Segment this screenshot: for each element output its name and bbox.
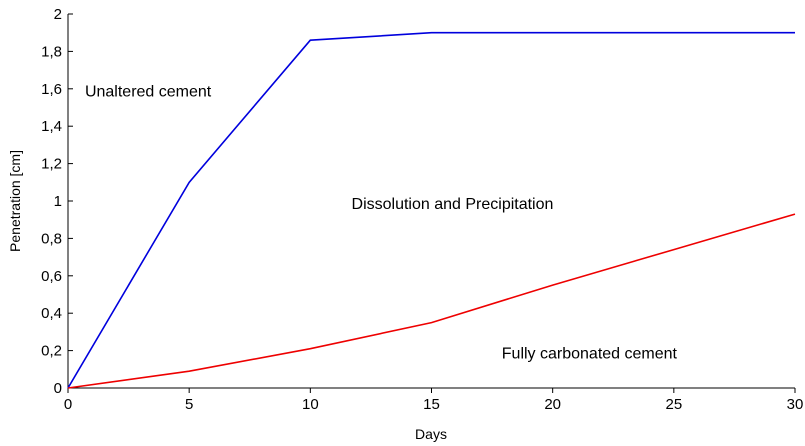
y-axis-label: Penetration [cm] xyxy=(7,150,23,252)
y-tick-label: 0,2 xyxy=(41,343,62,360)
y-tick-label: 0,6 xyxy=(41,268,62,285)
y-tick-label: 0,8 xyxy=(41,230,62,247)
annotation-label: Unaltered cement xyxy=(85,84,212,101)
x-tick-label: 0 xyxy=(64,396,72,413)
x-axis-ticks: 0 5 10 15 20 25 30 xyxy=(64,388,804,413)
y-tick-label: 2 xyxy=(54,6,62,23)
annotation-label: Dissolution and Precipitation xyxy=(352,196,554,213)
y-tick-label: 0 xyxy=(54,380,62,397)
x-tick-label: 10 xyxy=(302,396,319,413)
annotation-label: Fully carbonated cement xyxy=(502,345,678,362)
x-tick-label: 30 xyxy=(787,396,804,413)
x-axis-label: Days xyxy=(415,426,447,442)
y-tick-label: 1,6 xyxy=(41,81,62,98)
y-tick-label: 1,2 xyxy=(41,156,62,173)
series-layer xyxy=(67,31,796,389)
x-tick-label: 5 xyxy=(185,396,193,413)
y-axis-ticks: 0 0,2 0,4 0,6 0,8 1 1,2 1,4 1,6 1,8 2 xyxy=(41,6,73,397)
y-tick-label: 1,8 xyxy=(41,43,62,60)
x-tick-label: 25 xyxy=(665,396,682,413)
y-tick-label: 1 xyxy=(54,193,62,210)
x-tick-label: 20 xyxy=(544,396,561,413)
y-tick-label: 0,4 xyxy=(41,305,62,322)
annotation-layer: Unaltered cement Dissolution and Precipit… xyxy=(85,84,678,363)
series-line-1 xyxy=(67,31,795,389)
x-tick-label: 15 xyxy=(423,396,440,413)
y-tick-label: 1,4 xyxy=(41,118,62,135)
series-line-2 xyxy=(67,213,796,389)
